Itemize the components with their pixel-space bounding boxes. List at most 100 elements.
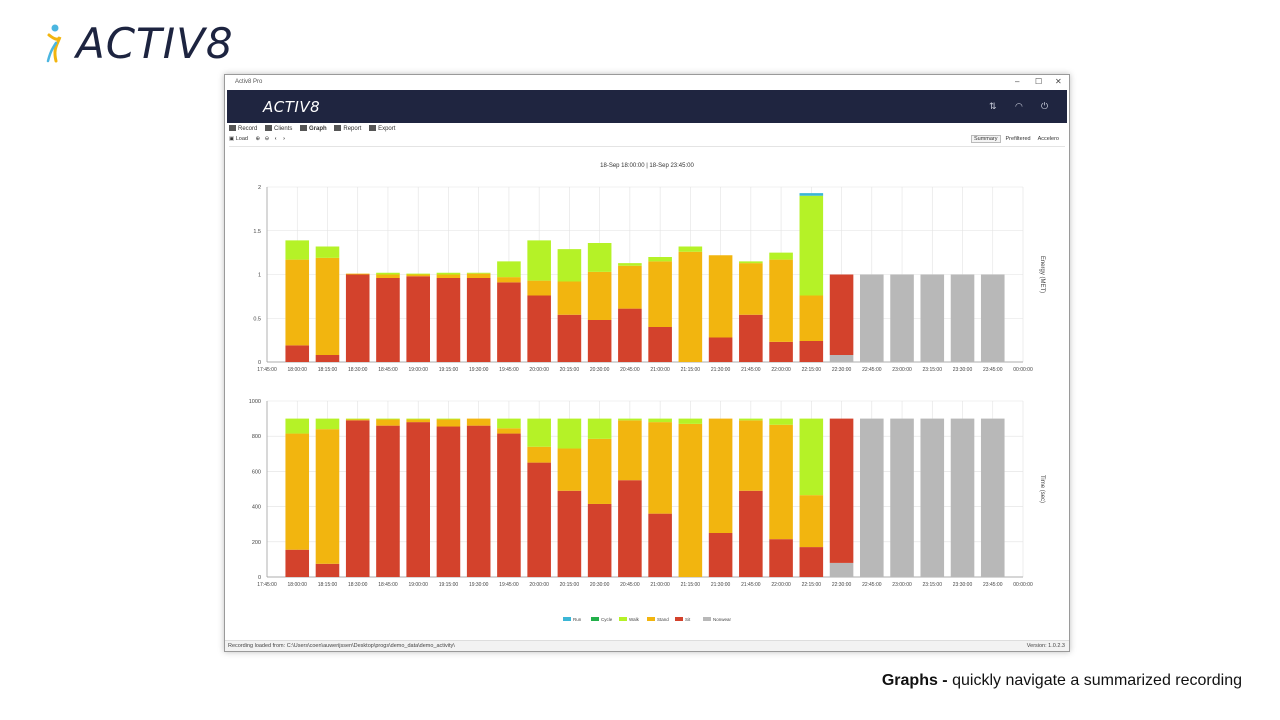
bar-walk-18:00:00[interactable] [285, 240, 310, 260]
bar-stand-20:00:00[interactable] [527, 446, 551, 463]
bar-sit-19:15:00[interactable] [436, 278, 461, 362]
bar-sit-19:45:00[interactable] [497, 282, 521, 362]
bar-walk-22:15:00[interactable] [799, 195, 824, 296]
menu-report[interactable]: Report [334, 125, 361, 132]
bar-sit-21:00:00[interactable] [648, 513, 672, 577]
bar-sit-21:30:00[interactable] [708, 533, 733, 577]
menu-record[interactable]: Record [229, 125, 257, 132]
bar-nonwear-22:45:00[interactable] [860, 274, 884, 363]
bar-nonwear-23:45:00[interactable] [980, 274, 1005, 363]
bar-sit-19:30:00[interactable] [466, 425, 491, 577]
legend-label-cycle[interactable]: Cycle [601, 617, 613, 622]
bar-stand-19:15:00[interactable] [436, 274, 461, 279]
bar-stand-19:15:00[interactable] [436, 419, 461, 427]
bar-walk-19:30:00[interactable] [466, 272, 491, 274]
legend-label-run[interactable]: Run [573, 617, 582, 622]
bar-stand-18:30:00[interactable] [345, 273, 370, 275]
menu-graph[interactable]: Graph [300, 125, 327, 132]
bar-sit-19:15:00[interactable] [436, 426, 461, 577]
bar-stand-20:15:00[interactable] [557, 281, 582, 315]
legend-label-nonwear[interactable]: Nonwear [713, 617, 732, 622]
bar-sit-20:45:00[interactable] [618, 308, 642, 362]
bar-stand-21:15:00[interactable] [678, 423, 703, 577]
bar-stand-18:45:00[interactable] [376, 419, 400, 426]
bar-stand-20:00:00[interactable] [527, 280, 551, 296]
bar-walk-21:45:00[interactable] [739, 418, 763, 421]
power-icon[interactable]: ⏻ [1041, 101, 1049, 111]
bar-nonwear-23:00:00[interactable] [890, 418, 914, 577]
legend-label-sit[interactable]: Sit [685, 617, 691, 622]
bar-stand-21:00:00[interactable] [648, 422, 672, 514]
bar-sit-20:30:00[interactable] [587, 320, 612, 362]
bar-nonwear-22:30:00[interactable] [829, 562, 854, 577]
bar-walk-20:00:00[interactable] [527, 240, 551, 281]
bar-stand-18:00:00[interactable] [285, 433, 310, 550]
view-accelero[interactable]: Accelero [1037, 136, 1059, 142]
bar-sit-22:00:00[interactable] [769, 341, 793, 362]
bar-walk-19:45:00[interactable] [497, 261, 521, 278]
bar-run-22:15:00[interactable] [799, 193, 824, 196]
bar-stand-18:15:00[interactable] [315, 429, 340, 564]
bar-stand-22:00:00[interactable] [769, 424, 793, 540]
bar-stand-22:15:00[interactable] [799, 295, 824, 342]
close-button[interactable]: ✕ [1055, 77, 1062, 86]
bar-sit-18:30:00[interactable] [345, 274, 370, 363]
bar-sit-21:45:00[interactable] [739, 490, 763, 577]
bar-stand-19:30:00[interactable] [466, 273, 491, 278]
bar-nonwear-23:30:00[interactable] [950, 274, 975, 363]
bar-sit-19:30:00[interactable] [466, 278, 491, 362]
bar-sit-21:45:00[interactable] [739, 314, 763, 362]
bar-sit-20:00:00[interactable] [527, 462, 551, 577]
bar-walk-22:15:00[interactable] [799, 418, 824, 496]
bar-sit-20:45:00[interactable] [618, 480, 642, 577]
bar-stand-20:15:00[interactable] [557, 448, 582, 491]
bar-walk-21:15:00[interactable] [678, 246, 703, 252]
prev-button[interactable]: ‹ [274, 136, 277, 142]
bar-stand-21:30:00[interactable] [708, 255, 733, 338]
bar-stand-21:30:00[interactable] [708, 418, 733, 533]
bar-walk-20:00:00[interactable] [527, 418, 551, 447]
bar-stand-22:00:00[interactable] [769, 259, 793, 342]
bar-stand-20:30:00[interactable] [587, 271, 612, 320]
bar-stand-21:00:00[interactable] [648, 261, 672, 327]
bar-sit-19:00:00[interactable] [406, 276, 430, 362]
bar-walk-20:30:00[interactable] [587, 243, 612, 272]
bar-walk-21:15:00[interactable] [678, 418, 703, 424]
bar-stand-20:30:00[interactable] [587, 438, 612, 504]
bar-stand-21:45:00[interactable] [739, 420, 763, 491]
bar-walk-21:00:00[interactable] [648, 418, 672, 423]
bar-sit-20:15:00[interactable] [557, 314, 582, 362]
bar-walk-22:00:00[interactable] [769, 252, 793, 260]
menu-clients[interactable]: Clients [265, 125, 292, 132]
bar-walk-20:15:00[interactable] [557, 418, 582, 449]
bar-nonwear-23:15:00[interactable] [920, 274, 945, 363]
bar-sit-18:00:00[interactable] [285, 549, 310, 577]
bar-sit-18:00:00[interactable] [285, 345, 310, 362]
bar-nonwear-23:45:00[interactable] [980, 418, 1005, 577]
bar-stand-21:45:00[interactable] [739, 263, 763, 315]
legend-label-walk[interactable]: Walk [629, 617, 640, 622]
bar-sit-18:15:00[interactable] [315, 563, 340, 577]
bar-sit-20:30:00[interactable] [587, 503, 612, 577]
bar-sit-18:45:00[interactable] [376, 278, 400, 362]
bar-walk-18:45:00[interactable] [376, 418, 400, 420]
view-summary[interactable]: Summary [970, 135, 1001, 143]
bar-walk-19:00:00[interactable] [406, 273, 430, 275]
bar-sit-21:30:00[interactable] [708, 337, 733, 363]
bar-stand-19:45:00[interactable] [497, 277, 521, 283]
bar-stand-20:45:00[interactable] [618, 265, 642, 309]
bar-walk-20:45:00[interactable] [618, 418, 642, 421]
bar-sit-18:30:00[interactable] [345, 420, 370, 577]
bar-nonwear-23:00:00[interactable] [890, 274, 914, 363]
wifi-icon[interactable]: ◠ [1015, 101, 1023, 111]
bar-walk-19:45:00[interactable] [497, 418, 521, 429]
bar-stand-18:45:00[interactable] [376, 274, 400, 279]
bar-nonwear-22:45:00[interactable] [860, 418, 884, 577]
bar-nonwear-22:30:00[interactable] [829, 355, 854, 362]
bar-sit-19:45:00[interactable] [497, 433, 521, 577]
bar-walk-18:00:00[interactable] [285, 418, 310, 434]
bar-walk-18:15:00[interactable] [315, 246, 340, 258]
zoom-in-button[interactable]: ⊕ [255, 136, 261, 142]
legend-label-stand[interactable]: Stand [657, 617, 669, 622]
bar-walk-21:00:00[interactable] [648, 257, 672, 262]
